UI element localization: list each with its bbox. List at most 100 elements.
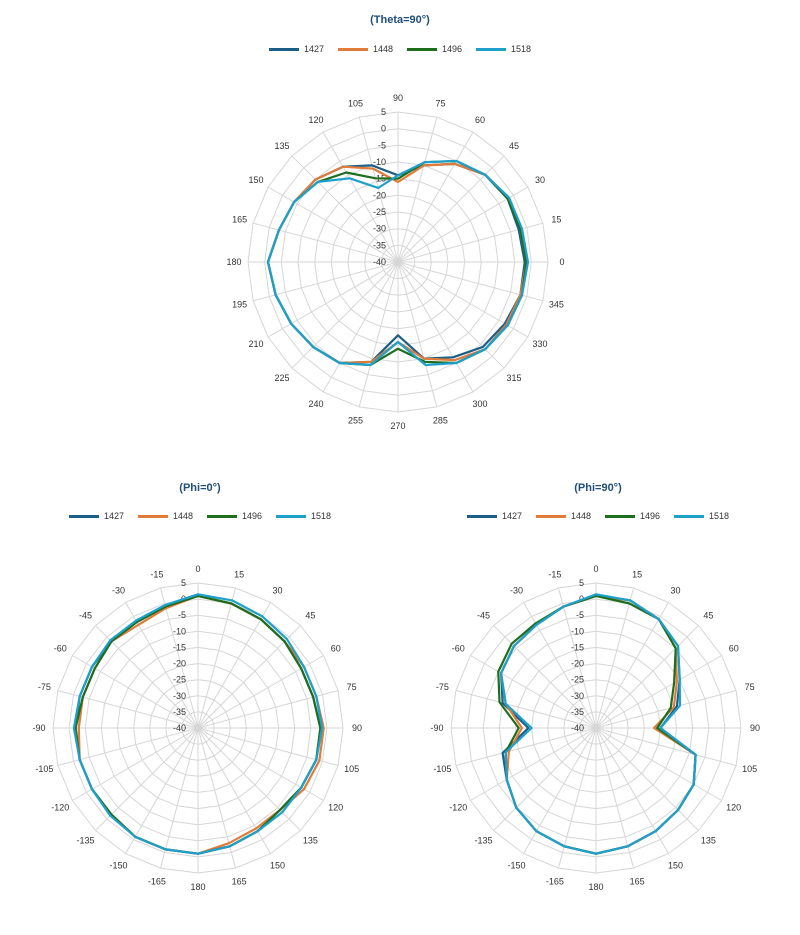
angle-tick-label: -75 — [38, 682, 51, 692]
angle-tick-label: 105 — [348, 99, 363, 109]
angle-tick-label: 45 — [509, 141, 519, 151]
grid-spoke — [197, 727, 301, 831]
grid-spoke — [252, 261, 399, 302]
angle-tick-label: -45 — [79, 611, 92, 621]
grid-spoke — [95, 727, 199, 831]
angle-tick-label: 135 — [701, 835, 716, 845]
angle-tick-label: 30 — [535, 175, 545, 185]
series-line-1518 — [499, 593, 697, 855]
grid-spoke — [595, 655, 722, 729]
chart-title: (Theta=90°) — [370, 14, 430, 26]
grid-spoke — [197, 602, 271, 729]
radial-tick-label: -5 — [178, 610, 186, 620]
grid-spoke — [455, 689, 597, 729]
grid-spoke — [557, 727, 597, 869]
angle-tick-label: 0 — [593, 564, 598, 574]
angle-tick-label: -30 — [510, 585, 523, 595]
angle-tick-label: 15 — [632, 569, 642, 579]
angle-tick-label: 75 — [745, 682, 755, 692]
radial-tick-label: -5 — [378, 140, 386, 150]
legend-swatch — [407, 47, 437, 51]
grid-spoke — [397, 261, 438, 408]
grid-spoke — [197, 689, 339, 729]
grid-spoke — [595, 602, 669, 729]
legend-swatch — [674, 514, 705, 518]
angle-tick-label: -105 — [35, 764, 53, 774]
grid-spoke — [595, 727, 669, 854]
radial-tick-label: -15 — [173, 642, 186, 652]
legend-swatch — [476, 47, 507, 51]
radial-tick-label: -25 — [173, 675, 186, 685]
angle-tick-label: -90 — [430, 723, 443, 733]
legend-item: 1448 — [535, 511, 591, 521]
radial-tick-label: -10 — [571, 626, 584, 636]
angle-tick-label: -135 — [475, 835, 493, 845]
angle-tick-label: 345 — [549, 299, 564, 309]
grid-spoke — [557, 587, 597, 729]
grid-spoke — [493, 625, 597, 729]
angle-tick-label: 105 — [742, 764, 757, 774]
angle-tick-label: 75 — [435, 99, 445, 109]
angle-tick-label: 60 — [729, 644, 739, 654]
polar-plot: 9075604530150345330315300285270255240225… — [226, 93, 564, 431]
angle-tick-label: 0 — [559, 257, 564, 267]
grid-spoke — [72, 655, 199, 729]
legend-swatch — [68, 514, 99, 518]
radial-tick-label: -5 — [576, 610, 584, 620]
angle-tick-label: 180 — [190, 882, 205, 892]
angle-tick-label: -90 — [32, 723, 45, 733]
grid-spoke — [595, 587, 635, 729]
angle-tick-label: -105 — [433, 764, 451, 774]
grid-spoke — [595, 727, 722, 801]
legend-item: 1427 — [268, 44, 324, 54]
legend: 1427 1448 1496 1518 — [200, 44, 600, 54]
angle-tick-label: 210 — [248, 339, 263, 349]
polar-plot: 0 15 30 45 60 75 90 105 120 135 150 165 180 -165 -150 -… — [430, 564, 760, 892]
chart-theta90: (Theta=90°) 1427 1448 1496 1518 90 75 60 45… — [200, 0, 600, 455]
legend-swatch — [137, 514, 168, 518]
angle-tick-label: 90 — [393, 93, 403, 103]
angle-tick-label: 165 — [232, 215, 247, 225]
radial-tick-label: -35 — [571, 707, 584, 717]
angle-tick-label: 285 — [433, 415, 448, 425]
grid-spoke — [358, 116, 399, 263]
legend-swatch — [337, 47, 368, 51]
legend-label: 1448 — [570, 511, 591, 521]
angle-tick-label: 75 — [347, 682, 357, 692]
angle-tick-label: -120 — [51, 803, 69, 813]
legend-swatch — [605, 514, 635, 518]
grid-spoke — [57, 689, 199, 729]
angle-tick-label: 150 — [270, 861, 285, 871]
grid-spoke — [397, 131, 474, 263]
angle-tick-label: 90 — [352, 723, 362, 733]
angle-tick-label: -150 — [507, 861, 525, 871]
grid-spoke — [358, 261, 399, 408]
radial-tick-label: 5 — [381, 107, 386, 117]
radial-tick-label: -15 — [571, 642, 584, 652]
radial-tick-label: 5 — [579, 578, 584, 588]
angle-tick-label: -165 — [148, 877, 166, 887]
legend-item: 1427 — [466, 511, 522, 521]
radial-tick-label: -25 — [373, 207, 386, 217]
legend-label: 1518 — [311, 511, 332, 521]
grid-spoke — [197, 625, 301, 729]
angle-tick-label: -15 — [150, 569, 163, 579]
angle-tick-label: 150 — [668, 861, 683, 871]
angle-tick-label: 30 — [670, 585, 680, 595]
grid-spoke — [72, 727, 199, 801]
angle-tick-label: 180 — [588, 882, 603, 892]
legend-item: 1448 — [137, 511, 193, 521]
angle-tick-label: 30 — [272, 585, 282, 595]
grid-spoke — [470, 655, 597, 729]
grid-spoke — [455, 727, 597, 767]
grid-spoke — [291, 155, 399, 263]
grid-spoke — [595, 625, 699, 729]
polar-plot: 0 15 30 45 60 75 90 105 120 135 150 165 180 -165 -150 -… — [32, 564, 362, 892]
grid-spoke — [197, 727, 237, 869]
legend-swatch — [268, 47, 299, 51]
legend-item: 1448 — [337, 44, 393, 54]
radial-tick-label: -40 — [173, 723, 186, 733]
angle-tick-label: 0 — [195, 564, 200, 574]
angle-tick-label: 60 — [475, 115, 485, 125]
grid-spoke — [197, 727, 339, 767]
